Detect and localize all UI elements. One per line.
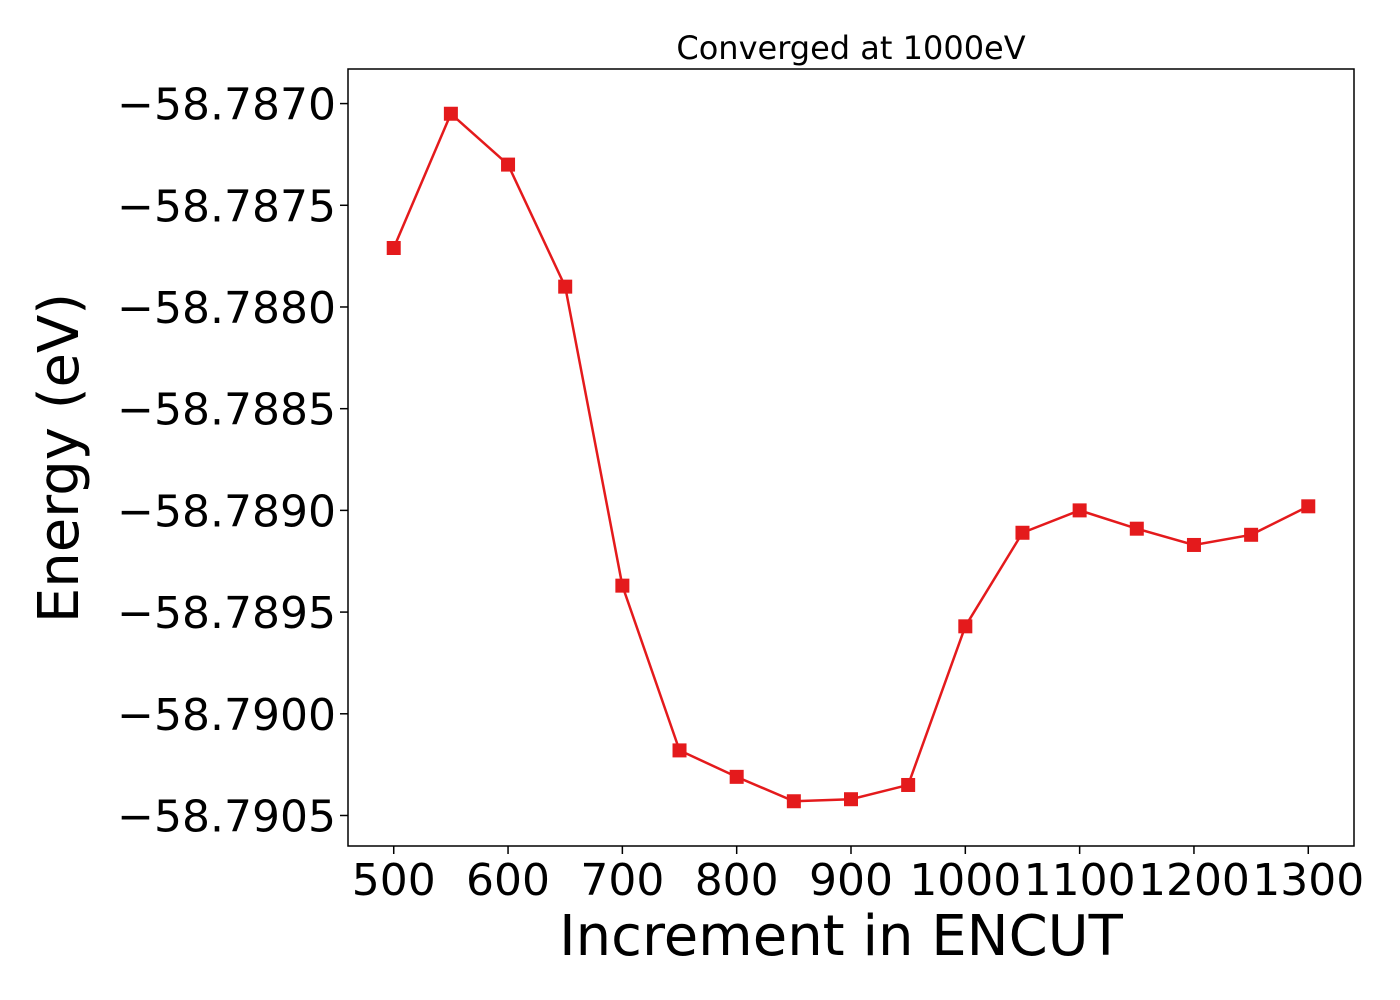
x-tick-label: 600: [466, 855, 550, 906]
data-point: [386, 240, 401, 255]
x-axis-ticks: 500 600 700 800 900 1000 1100 1200 1300: [352, 846, 1364, 906]
x-tick-label: 1300: [1252, 855, 1364, 906]
y-tick-label: −58.7870: [117, 80, 336, 131]
y-tick-label: −58.7900: [117, 690, 336, 741]
x-axis-label: Increment in ENCUT: [559, 904, 1124, 969]
y-tick-label: −58.7885: [117, 385, 336, 436]
data-point: [1301, 499, 1316, 514]
data-point: [729, 769, 744, 784]
data-point: [901, 777, 916, 792]
x-tick-label: 500: [352, 855, 436, 906]
data-point: [501, 157, 516, 172]
chart-title: Converged at 1000eV: [676, 29, 1025, 67]
data-point: [558, 279, 573, 294]
data-point: [672, 743, 687, 758]
data-point: [1129, 521, 1144, 536]
x-tick-label: 900: [809, 855, 893, 906]
data-point: [1186, 537, 1201, 552]
y-axis-label: Energy (eV): [27, 293, 92, 623]
y-axis-ticks: −58.7870 −58.7875 −58.7880 −58.7885 −58.7890…: [117, 80, 348, 842]
data-point: [786, 794, 801, 809]
x-tick-label: 1000: [909, 855, 1021, 906]
plot-area: [347, 68, 1355, 847]
y-tick-label: −58.7895: [117, 588, 336, 639]
y-tick-label: −58.7905: [117, 791, 336, 842]
data-point: [844, 792, 858, 807]
x-tick-label: 800: [695, 855, 779, 906]
x-tick-label: 1200: [1138, 855, 1250, 906]
y-tick-label: −58.7880: [117, 283, 336, 334]
data-point: [958, 619, 973, 634]
y-tick-label: −58.7875: [117, 181, 336, 232]
data-point: [1072, 503, 1087, 518]
data-point: [1244, 527, 1259, 542]
y-tick-label: −58.7890: [117, 486, 336, 537]
data-point: [443, 106, 458, 121]
x-tick-label: 1100: [1024, 855, 1136, 906]
data-point: [1015, 525, 1030, 540]
x-tick-label: 700: [580, 855, 664, 906]
data-point: [615, 578, 630, 593]
series-group: [386, 106, 1316, 809]
